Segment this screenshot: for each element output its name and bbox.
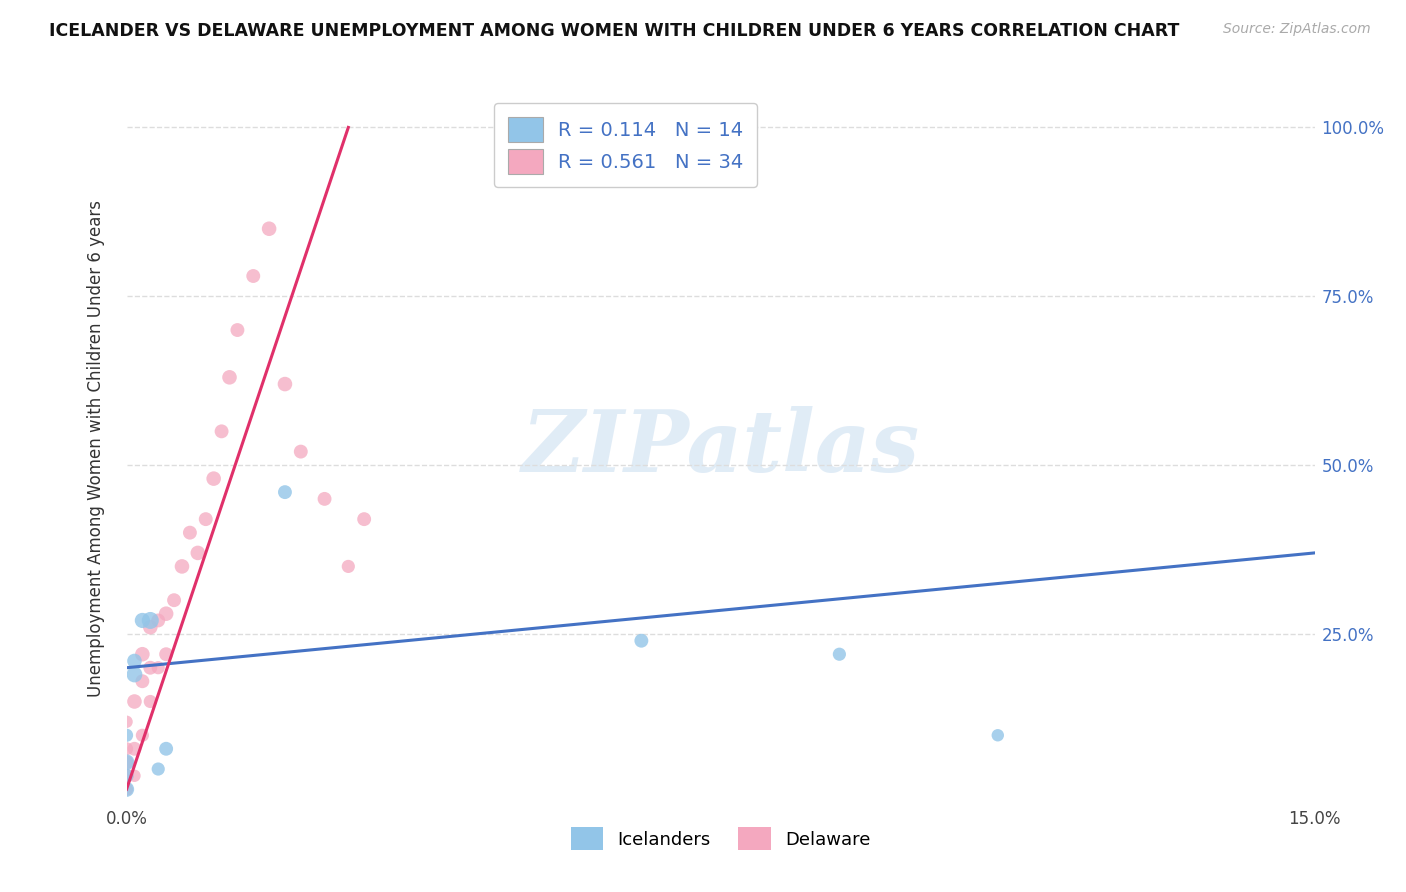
Point: [124, 667, 146, 681]
Point: [155, 647, 177, 661]
Point: [163, 593, 186, 607]
Point: [131, 614, 153, 628]
Point: [139, 614, 162, 628]
Point: [124, 654, 146, 668]
Point: [155, 607, 177, 621]
Point: [115, 782, 138, 797]
Point: [274, 485, 297, 500]
Legend: Icelanders, Delaware: Icelanders, Delaware: [564, 820, 877, 857]
Point: [187, 546, 209, 560]
Point: [139, 694, 162, 708]
Point: [155, 741, 177, 756]
Point: [148, 762, 170, 776]
Point: [115, 769, 138, 783]
Point: [115, 756, 138, 770]
Point: [148, 661, 170, 675]
Point: [194, 512, 217, 526]
Point: [139, 661, 162, 675]
Point: [170, 559, 193, 574]
Point: [115, 728, 138, 742]
Point: [131, 728, 153, 742]
Point: [179, 525, 201, 540]
Point: [124, 741, 146, 756]
Point: [314, 491, 336, 506]
Point: [124, 769, 146, 783]
Point: [115, 741, 138, 756]
Point: [337, 559, 360, 574]
Text: ICELANDER VS DELAWARE UNEMPLOYMENT AMONG WOMEN WITH CHILDREN UNDER 6 YEARS CORRE: ICELANDER VS DELAWARE UNEMPLOYMENT AMONG…: [49, 22, 1180, 40]
Point: [124, 694, 146, 708]
Point: [274, 377, 297, 392]
Point: [242, 268, 264, 283]
Point: [115, 769, 138, 783]
Y-axis label: Unemployment Among Women with Children Under 6 years: Unemployment Among Women with Children U…: [87, 200, 105, 697]
Point: [131, 647, 153, 661]
Point: [226, 323, 249, 337]
Point: [115, 782, 138, 797]
Point: [139, 620, 162, 634]
Point: [353, 512, 375, 526]
Text: ZIPatlas: ZIPatlas: [522, 407, 920, 490]
Text: Source: ZipAtlas.com: Source: ZipAtlas.com: [1223, 22, 1371, 37]
Point: [828, 647, 851, 661]
Point: [630, 633, 652, 648]
Point: [218, 370, 240, 384]
Point: [115, 714, 138, 729]
Point: [202, 472, 225, 486]
Point: [987, 728, 1010, 742]
Point: [148, 614, 170, 628]
Point: [290, 444, 312, 458]
Point: [257, 221, 280, 235]
Point: [115, 756, 138, 770]
Point: [211, 425, 233, 439]
Point: [131, 674, 153, 689]
